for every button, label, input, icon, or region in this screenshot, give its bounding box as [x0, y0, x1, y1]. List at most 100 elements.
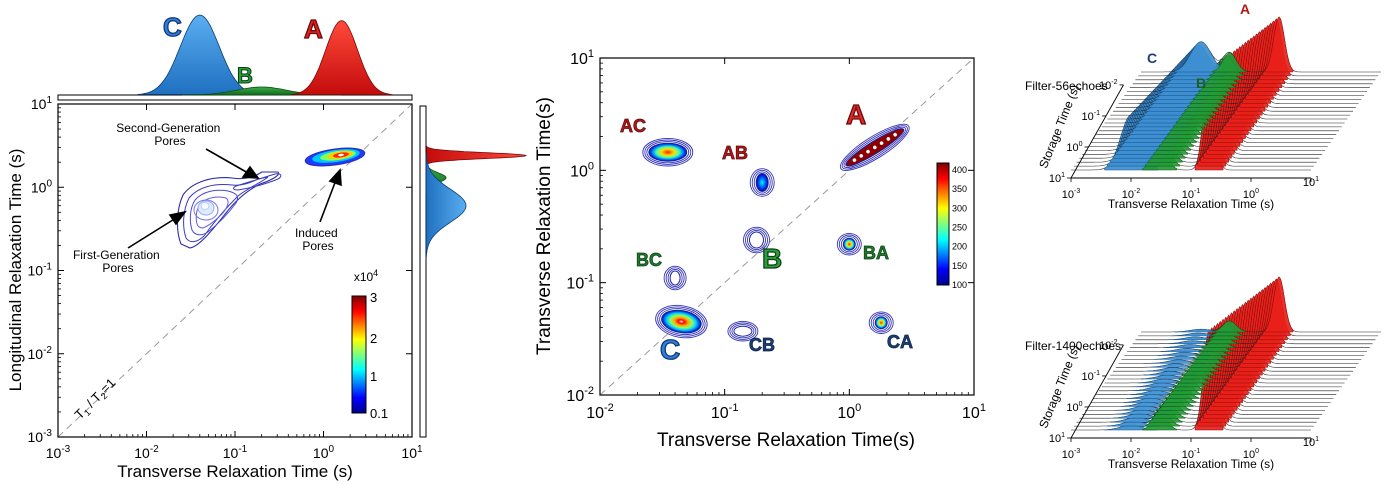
t2t2-x-tick-label-3-base: 10	[962, 405, 980, 422]
waterfall-56-y-tick-label-0-exp: -2	[1111, 79, 1117, 86]
t2t2-y-tick-label-1: 10-1	[566, 273, 594, 293]
t2t2-x-tick-label-1: 10-1	[711, 402, 739, 422]
t1t2-colorbar-tick-1: 1	[370, 369, 377, 384]
waterfall-1400-x-tick-label-1-exp: -2	[1134, 448, 1140, 455]
t2t2-peak-contour	[870, 313, 892, 333]
t2t2-peak-a-highlight	[852, 158, 857, 162]
t2t2-peak-contour	[747, 229, 766, 251]
waterfall-56-x-tick-label-0: 10-3	[1062, 188, 1081, 201]
t2t2-peak-ca	[868, 311, 894, 334]
t2t2-label-ab: AB	[722, 143, 748, 163]
t2t2-colorbar-tick-250: 250	[952, 223, 967, 233]
t2t2-y-tick-label-3-base: 10	[570, 51, 588, 68]
t2t2-peak-ab	[749, 168, 775, 197]
t2t2-peak-contour	[663, 265, 687, 291]
t2t2-peak-contour	[642, 137, 694, 167]
waterfall-56-y-tick-label-2-exp: 0	[1079, 141, 1083, 148]
top-projection-peak-a	[290, 20, 393, 95]
t1t2-x-tick-label-4: 101	[401, 444, 423, 461]
waterfall-56-x-tick-label-3: 100	[1243, 188, 1259, 201]
waterfall-56-y-tick-label-1-exp: -1	[1094, 110, 1100, 117]
t1t2-y-tick-label-3-base: 10	[31, 179, 47, 195]
waterfall-1400-y-tick-label-0: 10-2	[1099, 339, 1118, 352]
t2t2-peak-contour	[839, 123, 910, 171]
t2t2-peak-contour	[843, 126, 907, 168]
waterfall-1400-y-tick-label-3-base: 10	[1049, 433, 1061, 445]
t2t2-colorbar-gradient	[936, 162, 950, 286]
t2t2-peak-core	[669, 270, 681, 286]
t2t2-peak-contour	[729, 322, 757, 340]
t2t2-colorbar-tick-300: 300	[952, 203, 967, 213]
t2t2-peak-contour	[659, 308, 704, 336]
t1t2-x-tick-label-0: 10-3	[46, 444, 71, 461]
t1t2-x-tick-label-1: 10-2	[134, 444, 159, 461]
t2t2-y-tick-label-3: 101	[570, 48, 594, 68]
annotation-second-generation-line1: Second-Generation	[116, 121, 220, 135]
t2t2-peak-labels: A B C AC AB BC BA CB CA	[620, 98, 914, 365]
t1t2-right-projection	[419, 105, 527, 438]
annotation-first-generation: First-Generation Pores	[73, 248, 163, 275]
t2t2-x-tick-label-1-base: 10	[711, 405, 729, 422]
t2t2-y-tick-label-0-base: 10	[566, 388, 584, 405]
waterfall-1400-x-tick-label-0: 10-3	[1062, 448, 1081, 461]
waterfall-56-y-axis-label: Storage Time (s)	[1036, 83, 1082, 170]
waterfall-56-x-axis-label: Transverse Relaxation Time (s)	[1108, 197, 1274, 211]
t1t2-y-tick-label-0-base: 10	[28, 429, 44, 445]
top-projection-frame	[57, 94, 413, 101]
t2t2-peak-cb	[727, 320, 759, 342]
waterfall-1400-x-tick-label-3-exp: 0	[1255, 448, 1259, 455]
t1t2-colorbar-gradient	[351, 295, 367, 414]
t1t2-y-tick-label-4-base: 10	[31, 96, 47, 112]
t2t2-peak-ac	[642, 137, 694, 167]
waterfall-56-peak-label-c: C	[1147, 50, 1157, 66]
waterfall-56-peak-label-b: B	[1196, 75, 1206, 91]
t2t2-label-bc: BC	[636, 250, 662, 270]
t2t2-label-ac: AC	[620, 116, 646, 136]
arrowhead-first-generation	[168, 210, 187, 226]
t1t2-x-tick-label-2-base: 10	[223, 445, 239, 461]
t2t2-peak-c	[655, 304, 708, 339]
t2t2-peak-contour	[751, 169, 773, 196]
t1t2-x-tick-label-2-exp: -1	[238, 444, 247, 455]
t2t2-peak-core	[661, 309, 702, 334]
t2t2-peak-contour	[836, 232, 862, 256]
t2t2-y-tick-label-2-base: 10	[570, 163, 588, 180]
t2t2-label-c: C	[660, 334, 680, 365]
waterfall-1400-y-tick-label-2-base: 10	[1066, 402, 1078, 414]
t1t2-y-tick-label-1: 10-2	[28, 345, 53, 362]
t2t2-peak-contour	[838, 234, 860, 254]
t1t2-top-projection: C B A	[57, 11, 413, 101]
t1t2-y-tick-label-2-base: 10	[28, 263, 44, 279]
waterfall-1400-x-axis-label: Transverse Relaxation Time (s)	[1108, 457, 1274, 471]
t2t2-peak-contour	[731, 324, 755, 339]
t1t2-x-tick-label-3-exp: 0	[329, 444, 335, 455]
t2t2-peak-a-highlight	[872, 145, 877, 150]
waterfall-1400-x-tick-label-0-exp: -3	[1074, 448, 1080, 455]
annotation-arrows	[127, 148, 342, 249]
t2t2-y-tick-label-0-exp: -2	[584, 385, 594, 397]
t1t2-panel: C B A 10-3 10-2 10-1 100 10110-310-210-11001…	[6, 11, 527, 481]
t1t2-y-tick-label-3-exp: 0	[46, 178, 52, 189]
t2t2-peak-contour	[657, 306, 706, 337]
t2t2-y-tick-label-1-exp: -1	[584, 273, 594, 285]
annotation-induced-line2: Pores	[302, 239, 333, 253]
annotation-induced-line1: Induced	[295, 226, 338, 240]
t2t2-x-axis-label: Transverse Relaxation Time(s)	[657, 430, 915, 451]
t1t2-x-tick-label-4-base: 10	[401, 445, 417, 461]
waterfall-1400-y-tick-label-1-exp: -1	[1094, 370, 1100, 377]
annotation-second-generation: Second-Generation Pores	[116, 121, 223, 148]
waterfall-1400-x-tick-label-2: 10-1	[1182, 448, 1201, 461]
waterfall-56-title: Filter-56echoes	[1025, 79, 1108, 93]
t1t2-y-tick-label-3: 100	[31, 178, 53, 195]
waterfall-56-y-tick-label-3-exp: 1	[1061, 172, 1065, 179]
top-peak-label-a: A	[304, 14, 323, 44]
waterfall-1400-y-axis-label: Storage Time (s)	[1036, 343, 1082, 430]
t2t2-peak-core	[749, 231, 764, 249]
t2t2-x-tick-label-1-exp: -1	[729, 402, 739, 414]
waterfall-56-x-tick-label-2-base: 10	[1182, 189, 1194, 201]
waterfall-56-x-tick-label-1-exp: -2	[1134, 188, 1140, 195]
t2t2-label-cb: CB	[749, 335, 775, 355]
t2t2-plot-frame	[599, 57, 975, 396]
